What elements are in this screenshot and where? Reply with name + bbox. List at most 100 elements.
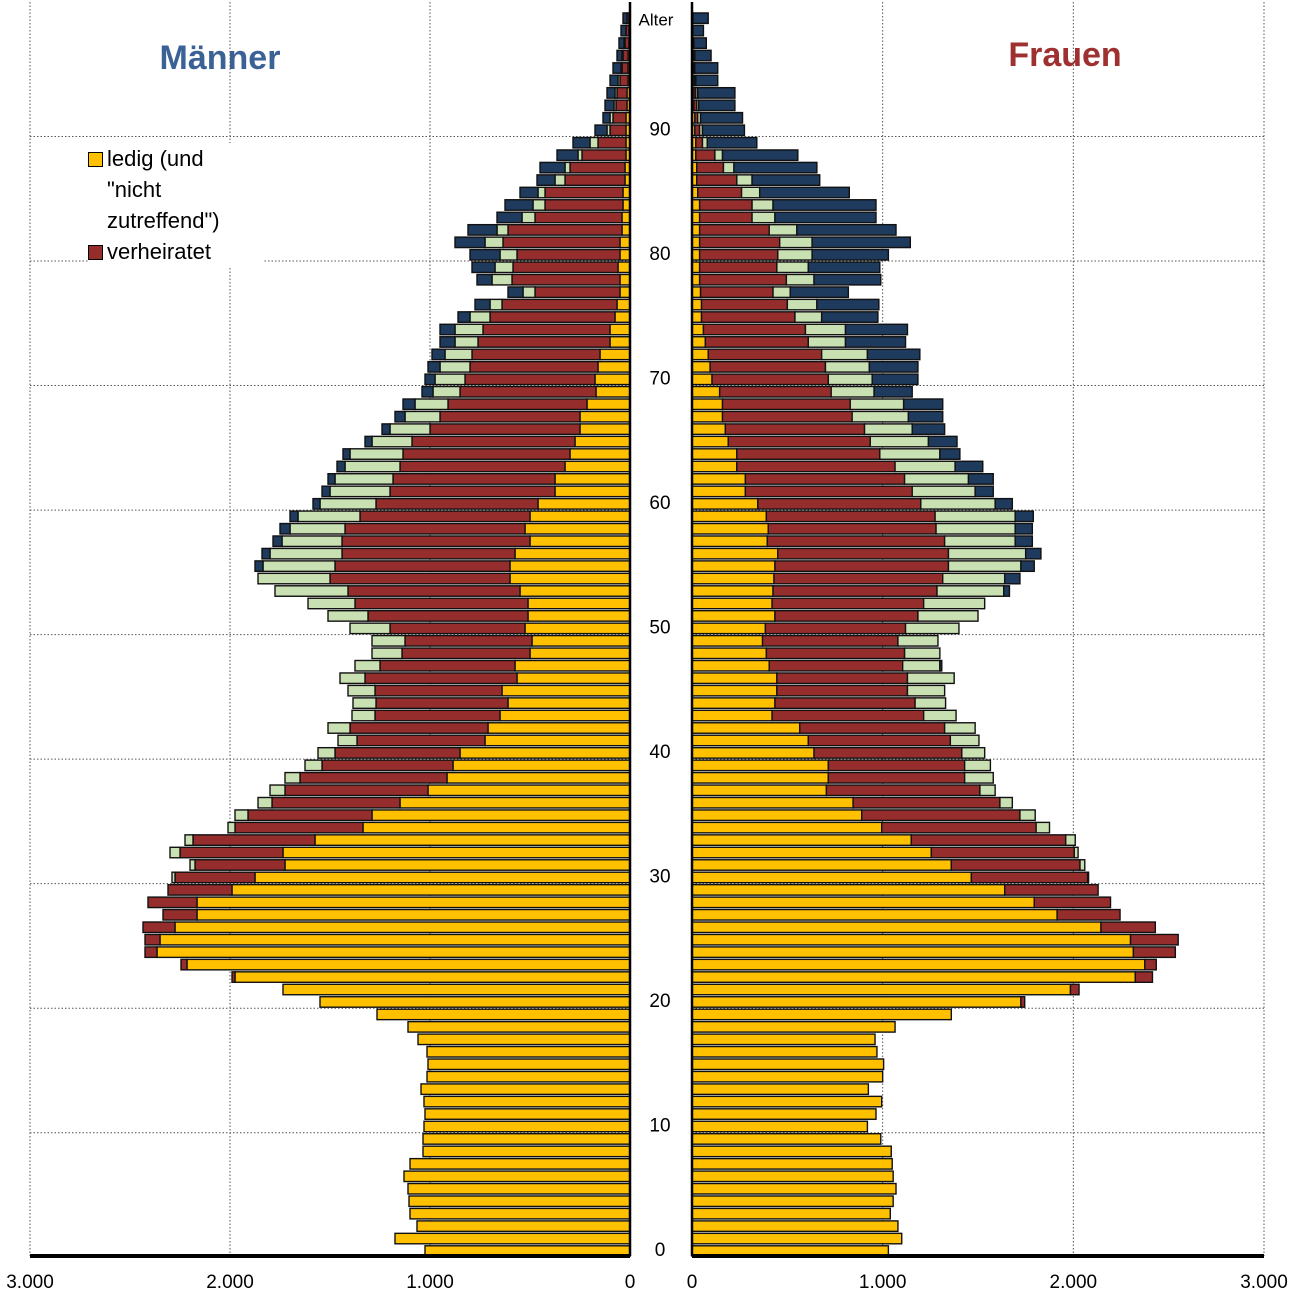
bar-segment (1073, 846, 1079, 859)
bar-segment (362, 821, 631, 834)
bar-segment (698, 223, 770, 236)
bar-segment (963, 771, 994, 784)
bar-segment (321, 485, 331, 498)
bar-segment (691, 1120, 869, 1133)
bar-segment (691, 722, 801, 734)
bar-segment (354, 659, 381, 672)
bar-segment (174, 921, 631, 934)
bar-segment (761, 634, 899, 647)
bar-segment (327, 473, 336, 485)
x-tick-label: 0 (625, 1272, 636, 1293)
women-title: Frauen (1008, 36, 1121, 74)
bar-segment (595, 385, 631, 398)
bar-segment (569, 448, 631, 460)
bar-segment (409, 1157, 631, 1170)
bar-segment (409, 1207, 631, 1220)
bar-segment (619, 236, 631, 249)
bar-segment (691, 1070, 884, 1083)
bar-segment (589, 136, 599, 149)
bar-segment (404, 634, 533, 647)
bar-segment (825, 784, 981, 797)
bar-segment (257, 796, 273, 809)
bar-segment (777, 547, 950, 560)
bar-segment (471, 348, 601, 361)
bar-segment (773, 572, 944, 585)
bar-segment (721, 149, 799, 162)
bar-segment (694, 62, 719, 74)
bar-segment (521, 211, 536, 224)
bar-segment (906, 672, 955, 685)
bar-segment (284, 771, 301, 784)
bar-segment (529, 535, 631, 548)
bar-segment (906, 684, 946, 697)
bar-segment (691, 759, 830, 772)
bar-segment (691, 510, 768, 523)
bar-segment (691, 1182, 897, 1195)
bar-segment (597, 136, 627, 149)
bar-segment (352, 697, 377, 710)
bar-segment (371, 809, 631, 822)
bar-segment (714, 149, 724, 162)
bar-segment (963, 759, 992, 772)
bar-segment (194, 859, 286, 871)
bar-segment (699, 286, 774, 299)
bar-segment (691, 336, 707, 348)
bar-segment (691, 435, 729, 448)
bar-segment (961, 746, 986, 759)
bar-segment (564, 161, 571, 174)
bar-segment (447, 398, 588, 411)
bar-segment (180, 958, 188, 971)
bar-segment (974, 485, 994, 498)
bar-segment (813, 746, 963, 759)
bar-segment (936, 585, 1005, 597)
bar-segment (544, 199, 624, 211)
bar-segment (691, 921, 1102, 934)
bar-segment (339, 672, 366, 685)
bar-segment (691, 796, 854, 809)
bar-segment (284, 859, 631, 871)
bar-segment (572, 136, 591, 149)
y-axis-label: Alter (639, 10, 674, 29)
bar-segment (691, 933, 1132, 946)
bar-segment (262, 560, 336, 573)
bar-segment (691, 1108, 877, 1120)
legend-label: verheiratet (107, 239, 211, 264)
bar-segment (776, 672, 909, 685)
bar-segment (174, 871, 256, 884)
bar-segment (474, 298, 491, 311)
bar-segment (691, 821, 883, 834)
bar-segment (554, 473, 631, 485)
bar-segment (389, 423, 431, 436)
bar-segment (767, 522, 937, 535)
bar-segment (424, 1108, 631, 1120)
x-tick-label: 3.000 (1240, 1272, 1288, 1293)
bar-segment (947, 547, 1027, 560)
y-tick-label: 10 (649, 1116, 670, 1137)
bar-segment (691, 971, 1136, 983)
bar-segment (297, 510, 361, 523)
bar-segment (698, 261, 778, 274)
bar-segment (807, 261, 881, 274)
bar-segment (402, 448, 571, 460)
bar-segment (967, 473, 994, 485)
bar-segment (334, 560, 511, 573)
bar-segment (467, 223, 498, 236)
bar-segment (432, 385, 461, 398)
bar-segment (522, 286, 536, 299)
bar-segment (336, 460, 346, 473)
bar-segment (979, 784, 996, 797)
bar-segment (691, 609, 776, 622)
bar-segment (619, 74, 629, 87)
bar-segment (691, 1020, 896, 1033)
bar-segment (873, 385, 913, 398)
bar-segment (304, 759, 323, 772)
bar-segment (620, 24, 627, 37)
bar-segment (691, 784, 828, 797)
bar-segment (444, 348, 473, 361)
bar-segment (1134, 971, 1154, 983)
bar-segment (934, 510, 1016, 523)
bar-segment (374, 684, 503, 697)
bar-segment (691, 958, 1146, 971)
bar-segment (162, 908, 198, 921)
bar-segment (1086, 871, 1090, 884)
